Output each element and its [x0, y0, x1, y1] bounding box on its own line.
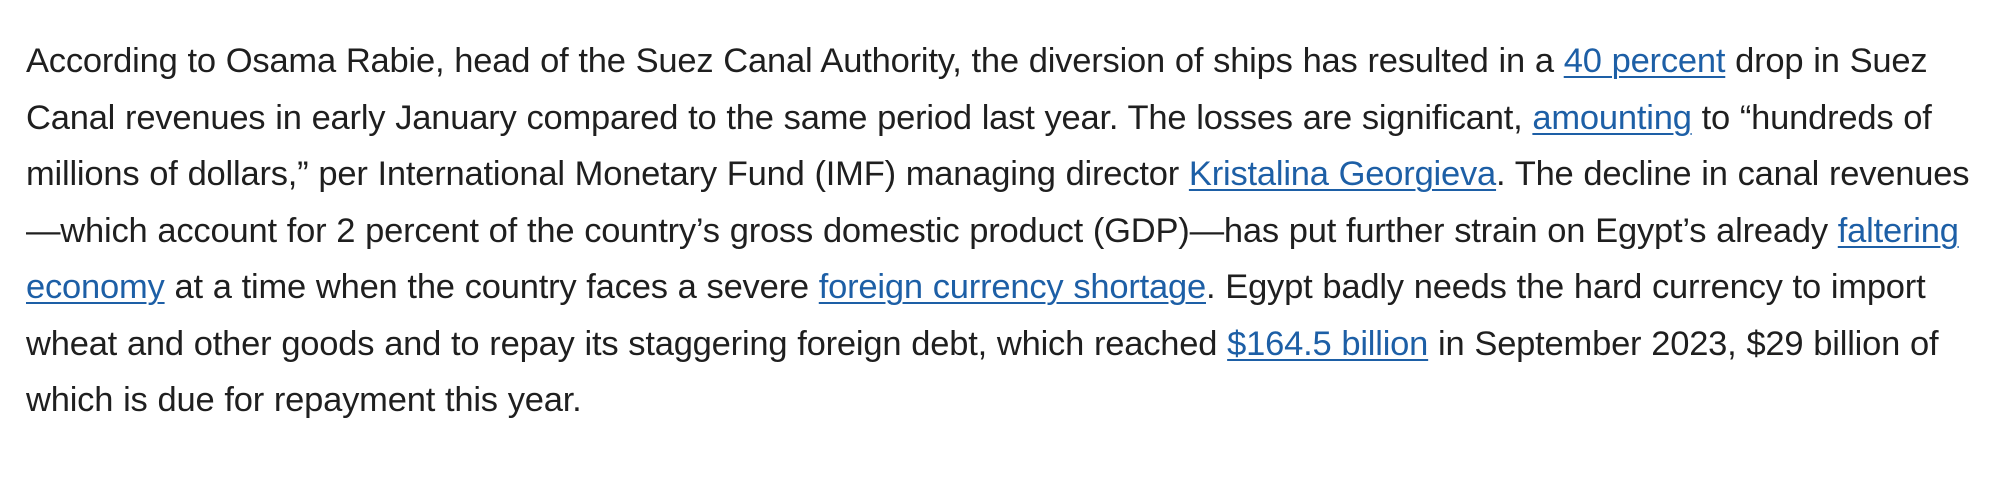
article-paragraph: According to Osama Rabie, head of the Su…	[26, 33, 1986, 429]
text-segment: at a time when the country faces a sever…	[164, 268, 819, 306]
link-164-5-billion[interactable]: $164.5 billion	[1227, 324, 1429, 363]
link-faltering-economy[interactable]: faltering economy	[26, 211, 1959, 307]
text-segment: According to Osama Rabie, head of the Su…	[26, 42, 1564, 80]
text-segment: . Egypt badly needs the hard currency to…	[26, 268, 1926, 363]
link-40-percent[interactable]: 40 percent	[1563, 42, 1726, 80]
article-body: According to Osama Rabie, head of the Su…	[26, 33, 1986, 429]
text-segment: drop in Suez Canal revenues in early Jan…	[26, 42, 1928, 137]
link-kristalina-georgieva[interactable]: Kristalina Georgieva	[1188, 155, 1497, 193]
text-segment: . The decline in canal revenues—which ac…	[26, 155, 1970, 250]
link-foreign-currency-shortage[interactable]: foreign currency shortage	[818, 268, 1206, 306]
link-amounting[interactable]: amounting	[1532, 98, 1692, 137]
text-segment: to “hundreds of millions of dollars,” pe…	[26, 98, 1932, 194]
text-segment: in September 2023, $29 billion of which …	[26, 324, 1939, 420]
